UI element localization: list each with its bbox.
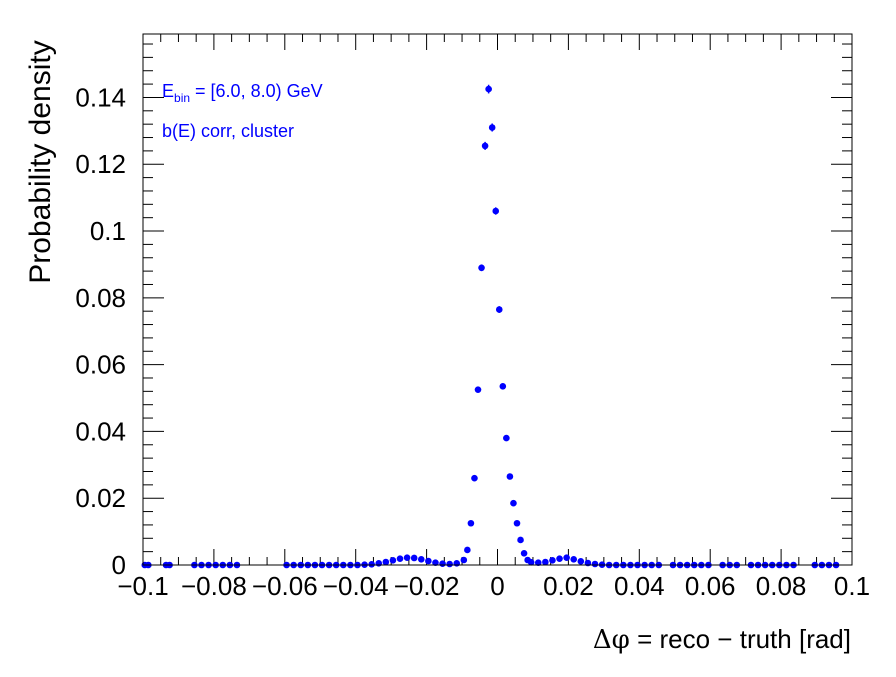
data-point <box>577 558 585 565</box>
data-point <box>513 519 521 527</box>
energy-bin-range: = [6.0, 8.0) GeV <box>190 81 323 101</box>
data-point <box>382 558 390 566</box>
data-point <box>474 386 482 393</box>
tick-labels: −0.1 −0.08 −0.06 −0.04 −0.02 0 0.02 0.04 0.06 0.0… <box>75 82 870 601</box>
data-point <box>549 557 556 564</box>
data-point <box>570 556 578 563</box>
y-tick-label: 0.06 <box>75 350 126 380</box>
data-point <box>488 124 496 131</box>
energy-bin-annotation: Ebin = [6.0, 8.0) GeV <box>162 81 323 105</box>
data-point <box>439 560 446 567</box>
data-point <box>471 474 478 482</box>
x-axis-label-symbol: Δφ <box>593 625 630 655</box>
x-axis-label: Δφ = reco − truth [rad] <box>593 624 851 655</box>
data-point <box>503 434 510 442</box>
x-tick-label: 0.02 <box>543 571 594 601</box>
data-point <box>478 264 485 272</box>
data-point <box>542 558 549 566</box>
data-point <box>527 559 535 566</box>
data-point <box>495 306 503 313</box>
data-point <box>517 536 524 544</box>
data-point <box>460 556 468 564</box>
data-point <box>499 383 507 390</box>
correction-annotation: b(E) corr, cluster <box>162 121 294 141</box>
data-point <box>481 142 489 150</box>
x-tick-label: −0.02 <box>394 571 460 601</box>
data-point <box>563 554 570 561</box>
y-tick-label: 0.02 <box>75 483 126 513</box>
data-point <box>396 555 404 562</box>
data-point <box>425 557 432 565</box>
data-point <box>432 559 439 566</box>
data-point <box>485 85 492 93</box>
x-tick-label: 0.04 <box>614 571 665 601</box>
data-point <box>506 473 514 480</box>
y-axis-label: Probability density <box>24 40 57 283</box>
x-tick-label: −0.04 <box>323 571 389 601</box>
y-tick-label: 0.12 <box>75 149 126 179</box>
x-tick-label: 0.1 <box>834 571 870 601</box>
data-point <box>467 519 475 527</box>
x-tick-label: −0.06 <box>252 571 318 601</box>
energy-bin-symbol: E <box>162 81 174 101</box>
y-tick-label: 0.08 <box>75 283 126 313</box>
y-tick-label: 0.14 <box>75 82 126 112</box>
x-axis-label-text: = reco − truth [rad] <box>630 624 851 654</box>
data-point <box>453 560 461 567</box>
energy-bin-subscript: bin <box>174 91 190 105</box>
x-tick-label: 0.06 <box>685 571 736 601</box>
data-point <box>510 499 517 507</box>
x-tick-label: 0 <box>490 571 504 601</box>
data-point <box>591 560 599 568</box>
data-point <box>403 554 411 561</box>
x-tick-label: −0.1 <box>117 571 168 601</box>
data-point <box>520 550 528 557</box>
x-tick-label: 0.08 <box>756 571 807 601</box>
data-point <box>534 559 542 566</box>
data-point <box>492 207 500 215</box>
axis-ticks <box>142 34 853 566</box>
data-point <box>446 560 453 568</box>
data-point <box>389 557 397 564</box>
data-point <box>417 556 425 563</box>
data-point <box>375 560 383 567</box>
x-tick-label: −0.08 <box>181 571 247 601</box>
data-point <box>368 561 375 568</box>
data-point <box>556 555 563 562</box>
plot-frame <box>142 33 853 566</box>
data-point <box>464 546 471 554</box>
data-point <box>410 554 418 562</box>
y-tick-label: 0.04 <box>75 416 126 446</box>
y-tick-label: 0.1 <box>90 216 126 246</box>
y-tick-label: 0 <box>112 550 126 580</box>
